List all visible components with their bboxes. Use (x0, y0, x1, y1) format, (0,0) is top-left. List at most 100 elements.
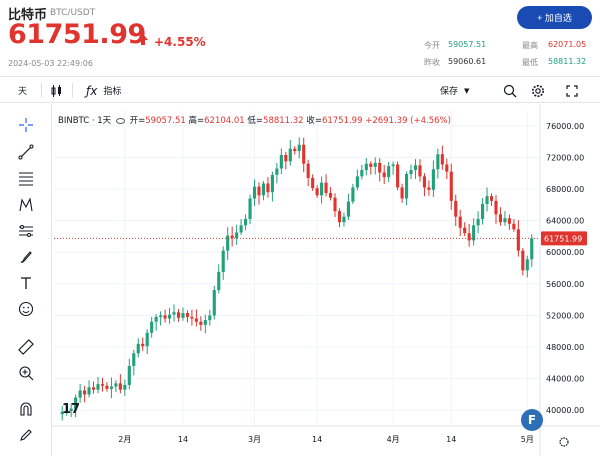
prev-close-label: 昨收 (424, 58, 440, 67)
horizontal-lines-icon (19, 172, 33, 186)
candle (333, 193, 337, 217)
x-tick-label: 14 (312, 435, 322, 444)
legend-open-label: 开 (129, 116, 139, 126)
prev-close-value: 59060.61 (448, 57, 487, 66)
candle (127, 358, 131, 390)
search-symbol-button[interactable] (503, 77, 517, 104)
candle (69, 403, 73, 417)
candle (199, 316, 203, 331)
save-button[interactable]: 保存 ▼ (440, 77, 469, 104)
text-tool[interactable] (14, 272, 38, 294)
candle (530, 234, 534, 267)
candle (422, 173, 427, 197)
candle (360, 164, 364, 180)
zoom-in-icon (19, 366, 34, 381)
y-tick-label: 60000.00 (546, 248, 584, 257)
chevron-down-icon: ▼ (464, 86, 470, 95)
crosshair-tool[interactable] (14, 114, 38, 136)
ruler-icon (18, 339, 34, 355)
trendline-tool[interactable] (14, 141, 38, 163)
y-tick-label: 40000.00 (546, 406, 584, 415)
measure-lines-icon (19, 225, 33, 237)
axis-settings-icon[interactable] (559, 437, 569, 447)
candle (498, 207, 503, 226)
candle (96, 376, 100, 394)
ruler-tool[interactable] (14, 336, 38, 358)
candle (185, 310, 190, 323)
f-badge-icon[interactable]: F (521, 409, 543, 431)
price-chart[interactable]: 40000.00 44000.00 48000.00 52000.00 56000.00… (52, 104, 600, 456)
candle (512, 219, 516, 232)
candle (78, 383, 82, 403)
candle (494, 195, 498, 224)
drawing-toolbar (0, 104, 52, 456)
high-label: 最高 (522, 41, 538, 50)
candle (91, 381, 96, 394)
candle (163, 309, 167, 323)
open-value: 59057.51 (448, 40, 487, 49)
candle (378, 158, 382, 182)
timestamp: 2024-05-03 22:49:06 (8, 59, 93, 68)
lock-tool[interactable] (14, 424, 38, 446)
zoom-tool[interactable] (14, 362, 38, 384)
eye-icon[interactable] (115, 117, 125, 124)
candle (284, 151, 288, 170)
candle (176, 308, 181, 322)
y-tick-label: 64000.00 (546, 217, 584, 226)
pattern-tool[interactable] (14, 194, 38, 216)
candle (489, 193, 494, 206)
x-tick-label: 4月 (387, 435, 400, 444)
candle (239, 219, 243, 235)
trendline-icon (18, 144, 34, 160)
candle-type-button[interactable] (50, 77, 64, 104)
indicators-button[interactable]: ƒx 指标 (86, 77, 121, 104)
legend-close-label: 收 (306, 116, 315, 126)
emoji-tool[interactable] (14, 298, 38, 320)
x-tick-label: 14 (178, 435, 188, 444)
candle (248, 194, 252, 225)
candle (203, 314, 207, 334)
candle (346, 193, 350, 220)
x-tick-label: 14 (446, 435, 456, 444)
fib-tool[interactable] (14, 167, 38, 189)
candle (83, 386, 87, 403)
candle (445, 158, 449, 179)
candle (476, 211, 480, 234)
fullscreen-button[interactable] (566, 77, 578, 104)
asset-pair: BTC/USDT (50, 8, 96, 18)
candle (525, 255, 529, 278)
prediction-tool[interactable] (14, 220, 38, 242)
candle (311, 174, 315, 191)
candle (293, 146, 297, 155)
candle (404, 171, 409, 206)
candle (261, 181, 266, 201)
candle (467, 223, 471, 247)
candle (342, 212, 346, 227)
x-tick-label: 5月 (521, 435, 534, 444)
high-value: 62071.05 (548, 40, 587, 49)
brush-tool[interactable] (14, 246, 38, 268)
pencil-lock-icon (20, 429, 32, 441)
candle (167, 307, 172, 324)
candle (279, 148, 283, 175)
candle (217, 264, 221, 294)
candle (266, 176, 270, 198)
candle (302, 137, 306, 173)
low-value: 58811.32 (548, 57, 587, 66)
candle (244, 214, 248, 231)
candle (172, 304, 176, 322)
magnet-icon (20, 402, 32, 416)
y-tick-label: 68000.00 (546, 185, 584, 194)
add-watchlist-button[interactable]: + 加自选 (517, 6, 592, 29)
y-tick-label: 72000.00 (546, 153, 584, 162)
candle (463, 222, 467, 237)
magnet-tool[interactable] (14, 398, 38, 420)
candle (373, 157, 377, 175)
candle (114, 380, 118, 393)
legend-symbol: BINBTC · 1天 (58, 116, 112, 126)
settings-button[interactable] (531, 77, 545, 104)
interval-selector[interactable]: 天 (18, 87, 28, 97)
low-label: 最低 (522, 58, 538, 67)
legend-close: 61751.99 (321, 116, 363, 126)
candles-icon (51, 84, 61, 97)
